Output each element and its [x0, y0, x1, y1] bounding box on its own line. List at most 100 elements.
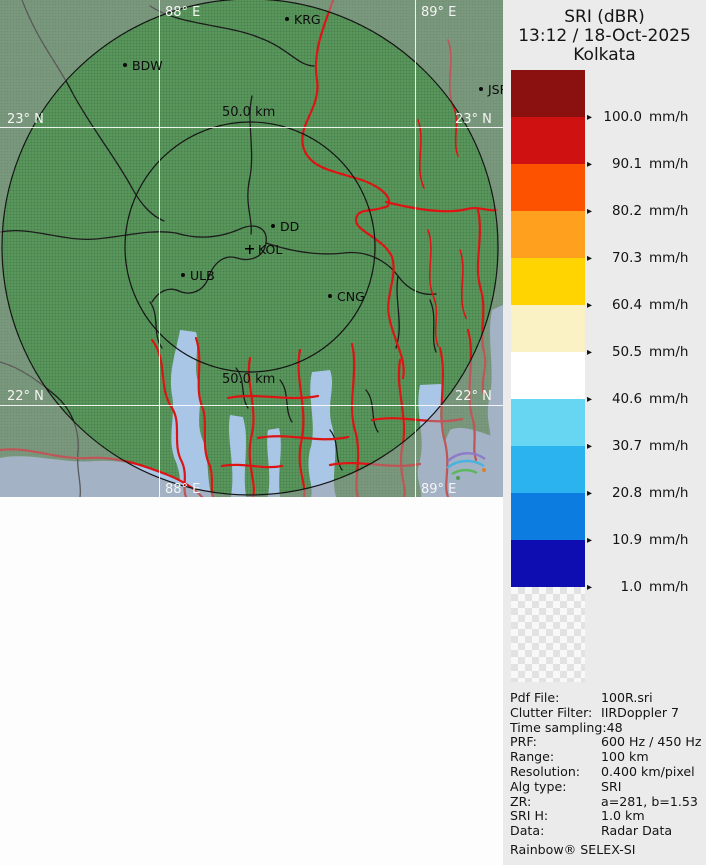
city-dot-icon: [285, 17, 289, 21]
city-marker-kol-radar-site: KOL: [245, 240, 282, 258]
city-label: JSR: [488, 81, 503, 97]
tick-unit: mm/h: [649, 438, 689, 454]
metadata-block: Pdf File: 100R.sri Clutter Filter: IIRDopp…: [510, 690, 704, 839]
info-value: a=281, b=1.53: [601, 793, 698, 809]
product-datetime: 13:12 / 18-Oct-2025: [518, 26, 691, 46]
city-label: KOL: [258, 241, 283, 257]
tick-value: 40.6: [611, 391, 643, 407]
red-borders-layer: [0, 0, 499, 497]
radar-map: 88° E 89° E 88° E 89° E 23° N 22° N 23° …: [0, 0, 503, 497]
city-marker-ulb: ULB: [181, 266, 215, 284]
lat-label-left-23n: 23° N: [7, 112, 44, 127]
lat-label-left-22n: 22° N: [7, 389, 44, 404]
city-marker-dd: DD: [271, 217, 299, 235]
tick-value: 90.1: [611, 156, 643, 172]
gridline-lat-22n: [0, 405, 503, 406]
city-dot-icon: [123, 63, 127, 67]
info-row: Data: Radar Data: [510, 823, 704, 839]
color-scale-bar: [511, 70, 585, 682]
gridline-lat-23n: [0, 127, 503, 128]
district-boundaries-layer: [0, 0, 437, 497]
info-row: Time sampling: 48: [510, 719, 704, 736]
tick-arrow-icon: ▸: [587, 252, 593, 264]
info-label: Resolution:: [510, 763, 581, 779]
lon-label-top-89e: 89° E: [421, 5, 457, 20]
legend-tick: ▸ 40.6 mm/h: [587, 390, 688, 408]
legend-panel: SRI (dBR) 13:12 / 18-Oct-2025 Kolkata ▸ 1…: [503, 0, 706, 865]
lon-label-top-88e: 88° E: [165, 5, 201, 20]
tick-unit: mm/h: [649, 532, 689, 548]
tick-arrow-icon: ▸: [587, 205, 593, 217]
legend-tick: ▸ 100.0 mm/h: [587, 108, 688, 126]
tick-unit: mm/h: [649, 485, 689, 501]
legend-tick: ▸ 20.8 mm/h: [587, 484, 688, 502]
city-label: DD: [280, 218, 300, 234]
tick-value: 30.7: [611, 438, 643, 454]
tick-unit: mm/h: [649, 156, 689, 172]
info-value: Radar Data: [601, 823, 673, 839]
info-label: Alg type:: [510, 778, 567, 794]
info-label: Clutter Filter:: [510, 704, 593, 720]
legend-tick: ▸ 70.3 mm/h: [587, 249, 688, 267]
info-value: 0.400 km/pixel: [601, 763, 695, 779]
precip-echo: [446, 452, 486, 480]
legend-color-block: [511, 70, 585, 117]
city-label: KRG: [294, 11, 321, 27]
lat-label-right-22n: 22° N: [455, 389, 492, 404]
info-label: Time sampling:: [510, 719, 607, 735]
tick-unit: mm/h: [649, 297, 689, 313]
info-row: SRI H: 1.0 km: [510, 809, 704, 824]
info-row: Clutter Filter: IIRDoppler 7: [510, 704, 704, 721]
info-value: SRI: [601, 778, 622, 794]
tick-arrow-icon: ▸: [587, 158, 593, 170]
tick-arrow-icon: ▸: [587, 440, 593, 452]
tick-value: 10.9: [611, 532, 643, 548]
tick-value: 80.2: [611, 203, 643, 219]
tick-unit: mm/h: [649, 579, 689, 595]
tick-value: 50.5: [611, 344, 643, 360]
tick-unit: mm/h: [649, 109, 689, 125]
tick-unit: mm/h: [649, 250, 689, 266]
legend-tick: ▸ 90.1 mm/h: [587, 155, 688, 173]
tick-value: 60.4: [611, 297, 643, 313]
city-marker-bdw: BDW: [123, 56, 163, 74]
lon-label-bottom-88e: 88° E: [165, 482, 201, 497]
city-dot-icon: [181, 273, 185, 277]
tick-arrow-icon: ▸: [587, 534, 593, 546]
legend-tick: ▸ 50.5 mm/h: [587, 343, 688, 361]
info-row: ZR: a=281, b=1.53: [510, 793, 704, 810]
tick-arrow-icon: ▸: [587, 346, 593, 358]
city-label: ULB: [190, 267, 215, 283]
city-dot-icon: [328, 294, 332, 298]
info-value: 48: [606, 719, 623, 735]
info-value: 100 km: [601, 749, 649, 765]
legend-tick: ▸ 1.0 mm/h: [587, 578, 688, 596]
legend-tick: ▸ 60.4 mm/h: [587, 296, 688, 314]
legend-color-block: [511, 540, 585, 587]
legend-color-block: [511, 117, 585, 164]
station-name: Kolkata: [573, 45, 636, 65]
city-marker-cng: CNG: [328, 287, 365, 305]
tick-value: 70.3: [611, 250, 643, 266]
tick-unit: mm/h: [649, 344, 689, 360]
info-label: Pdf File:: [510, 690, 560, 705]
tick-arrow-icon: ▸: [587, 393, 593, 405]
legend-color-block: [511, 164, 585, 211]
legend-color-block: [511, 352, 585, 399]
legend-color-block: [511, 399, 585, 446]
info-row: Alg type: SRI: [510, 778, 704, 795]
legend-color-block: [511, 211, 585, 258]
legend-nodata-checker-block: [511, 587, 585, 682]
info-row: Pdf File: 100R.sri: [510, 690, 704, 706]
legend-tick: ▸ 10.9 mm/h: [587, 531, 688, 549]
legend-color-block: [511, 258, 585, 305]
tick-value: 20.8: [611, 485, 643, 501]
radar-site-cross-icon: [245, 244, 254, 254]
info-value: 600 Hz / 450 Hz: [601, 734, 702, 750]
product-title: SRI (dBR): [564, 7, 645, 27]
city-dot-icon: [479, 87, 483, 91]
city-marker-krg: KRG: [285, 10, 321, 28]
info-row: Range: 100 km: [510, 749, 704, 765]
tick-arrow-icon: ▸: [587, 111, 593, 123]
gridline-lon-89e: [415, 0, 416, 497]
